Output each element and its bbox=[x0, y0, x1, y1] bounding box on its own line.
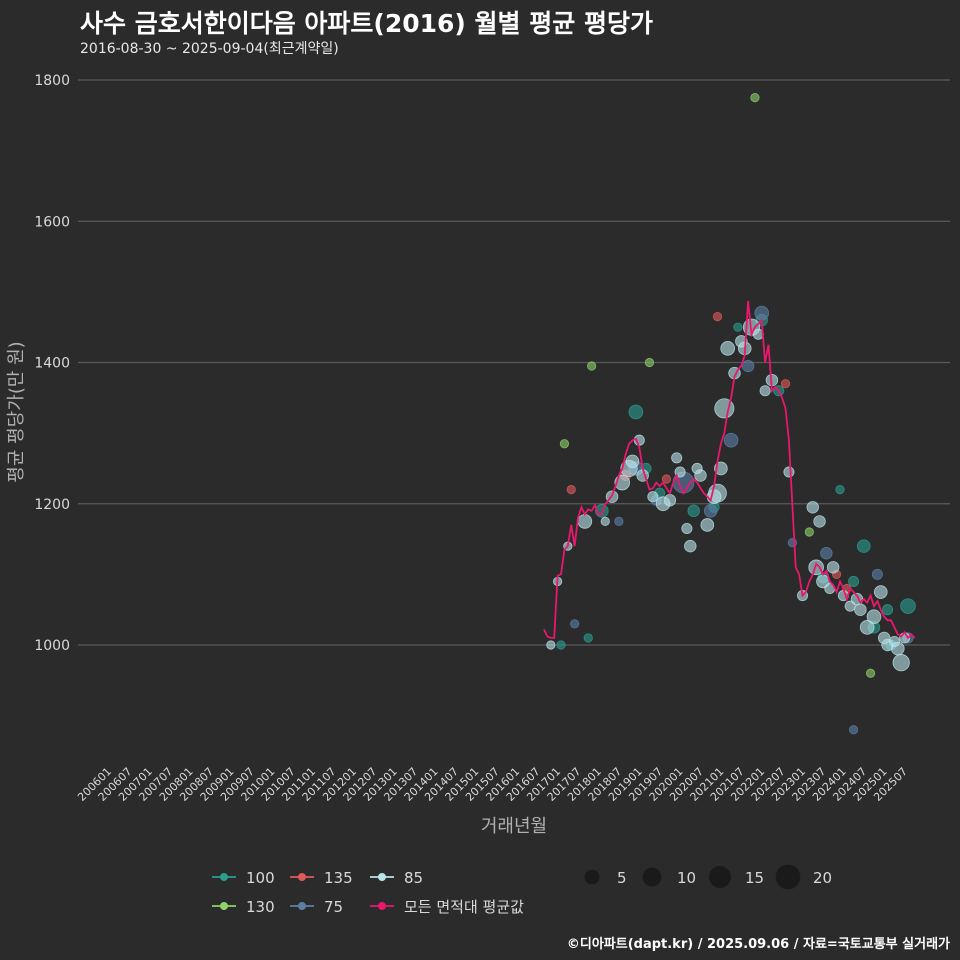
legend-size-key bbox=[584, 869, 600, 885]
data-point bbox=[890, 641, 905, 656]
data-point bbox=[723, 432, 739, 448]
legend-label: 모든 면적대 평균값 bbox=[404, 898, 524, 916]
data-point bbox=[583, 633, 593, 643]
data-point bbox=[780, 379, 791, 389]
data-point bbox=[647, 491, 659, 503]
data-point bbox=[577, 514, 593, 529]
legend-size-label: 5 bbox=[617, 869, 627, 887]
data-point bbox=[570, 619, 580, 629]
data-point bbox=[644, 357, 655, 368]
data-point bbox=[663, 494, 677, 507]
legend-key-dot bbox=[378, 902, 386, 910]
legend-size-key bbox=[708, 865, 732, 889]
data-point bbox=[625, 454, 640, 469]
data-point bbox=[835, 485, 845, 495]
legend-size-label: 10 bbox=[677, 869, 696, 887]
legend-key-dot bbox=[298, 873, 306, 881]
legend-key-dot bbox=[378, 873, 386, 881]
data-point bbox=[856, 539, 871, 553]
data-point bbox=[882, 604, 894, 616]
data-point bbox=[684, 539, 697, 553]
data-point bbox=[783, 466, 795, 478]
data-point bbox=[804, 527, 814, 537]
data-point bbox=[854, 603, 867, 616]
chart-subtitle: 2016-08-30 ~ 2025-09-04(최근계약일) bbox=[80, 41, 339, 57]
legend-label: 135 bbox=[324, 869, 353, 887]
legend-key-dot bbox=[220, 902, 228, 910]
data-point bbox=[559, 439, 570, 449]
data-point bbox=[587, 361, 597, 371]
data-point bbox=[700, 518, 715, 532]
data-point bbox=[694, 469, 707, 482]
data-point bbox=[754, 305, 770, 321]
data-point bbox=[826, 561, 840, 574]
y-axis-title: 평균 평당가(만 원) bbox=[6, 341, 27, 482]
series-130 bbox=[559, 93, 876, 678]
data-point bbox=[614, 516, 624, 527]
data-point bbox=[900, 598, 916, 614]
y-tick-label: 1800 bbox=[34, 73, 70, 89]
data-point bbox=[813, 515, 826, 528]
y-tick-label: 1600 bbox=[34, 214, 70, 230]
avg-line bbox=[543, 301, 916, 640]
data-point bbox=[871, 568, 883, 580]
legend-key-dot bbox=[220, 873, 228, 881]
data-point bbox=[848, 575, 860, 587]
legend-label: 100 bbox=[246, 869, 275, 887]
data-point bbox=[892, 654, 910, 672]
data-point bbox=[681, 522, 693, 534]
legend-key-dot bbox=[298, 902, 306, 910]
data-point bbox=[720, 341, 736, 356]
data-point bbox=[820, 546, 833, 560]
data-point bbox=[546, 640, 556, 650]
data-point bbox=[628, 404, 644, 420]
data-point bbox=[859, 620, 875, 635]
data-point bbox=[687, 504, 700, 518]
legend-size-key bbox=[775, 864, 801, 890]
data-point bbox=[848, 725, 859, 735]
data-point bbox=[865, 668, 876, 678]
data-point bbox=[661, 474, 672, 484]
series-75 bbox=[570, 305, 914, 735]
y-tick-label: 1000 bbox=[34, 638, 70, 654]
data-point bbox=[750, 93, 760, 103]
legend-label: 130 bbox=[246, 898, 275, 916]
data-point bbox=[873, 585, 888, 599]
legend-label: 85 bbox=[404, 869, 423, 887]
data-point bbox=[600, 516, 610, 527]
data-point bbox=[806, 501, 819, 514]
footer-credit: ©디아파트(dapt.kr) / 2025.09.06 / 자료=국토교통부 실… bbox=[566, 937, 950, 952]
y-tick-label: 1200 bbox=[34, 497, 70, 513]
data-point bbox=[866, 609, 882, 625]
data-point bbox=[556, 640, 566, 650]
y-tick-label: 1400 bbox=[34, 356, 70, 372]
legend-size-key bbox=[642, 867, 662, 887]
data-point bbox=[703, 504, 718, 518]
data-point bbox=[566, 485, 576, 495]
legend-size-label: 15 bbox=[745, 869, 764, 887]
data-point bbox=[671, 452, 683, 464]
chart-title: 사수 금호서한이다음 아파트(2016) 월별 평균 평당가 bbox=[80, 9, 653, 38]
series-85 bbox=[546, 318, 911, 672]
x-axis-title: 거래년월 bbox=[481, 816, 547, 837]
legend-label: 75 bbox=[324, 898, 343, 916]
data-point bbox=[733, 322, 743, 332]
series-135 bbox=[566, 311, 852, 594]
data-point bbox=[712, 311, 723, 322]
legend-size-label: 20 bbox=[813, 869, 832, 887]
data-point bbox=[674, 466, 686, 478]
data-point bbox=[759, 385, 771, 397]
data-point bbox=[741, 359, 755, 373]
data-point bbox=[808, 559, 824, 576]
